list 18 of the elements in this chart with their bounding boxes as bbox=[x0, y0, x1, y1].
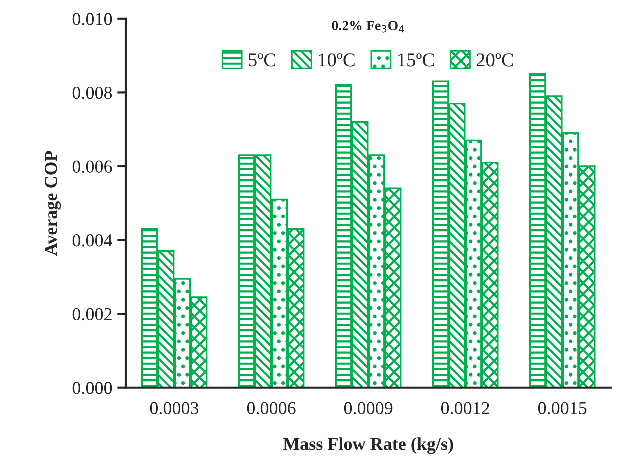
x-tick-label: 0.0015 bbox=[538, 402, 587, 415]
y-tick-label: 0.004 bbox=[72, 234, 113, 247]
chart-title: 0.2% Fe$_{3}$O$_{4}$ bbox=[332, 21, 404, 33]
x-tick-label: 0.0006 bbox=[247, 402, 296, 415]
legend-label: 5ºC bbox=[249, 54, 276, 67]
y-axis-title: Average COP bbox=[45, 151, 62, 256]
legend-label: 20ºC bbox=[476, 54, 514, 67]
y-tick-label: 0.006 bbox=[72, 160, 112, 174]
y-tick-label: 0.000 bbox=[72, 382, 112, 394]
x-tick-label: 0.0003 bbox=[150, 402, 199, 415]
y-tick-label: 0.010 bbox=[72, 13, 112, 26]
x-tick-label: 0.0009 bbox=[344, 402, 393, 415]
x-axis-title: Mass Flow Rate (kg/s) bbox=[283, 438, 454, 454]
x-tick-label: 0.0012 bbox=[441, 402, 490, 415]
legend-label: 15ºC bbox=[398, 54, 434, 67]
y-tick-label: 0.008 bbox=[72, 86, 112, 100]
legend-label: 10ºC bbox=[319, 54, 355, 67]
y-tick-label: 0.002 bbox=[72, 308, 112, 321]
